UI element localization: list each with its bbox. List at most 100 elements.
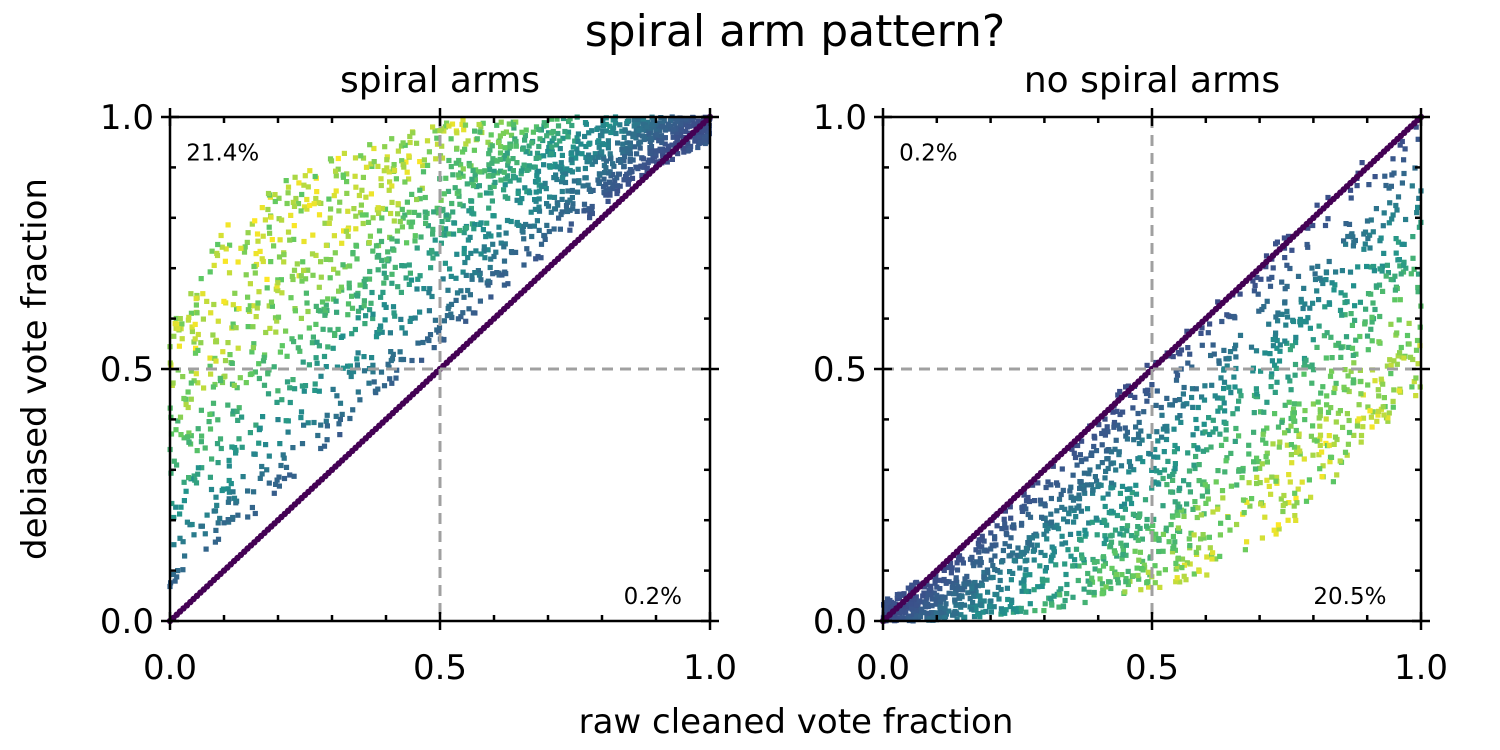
scatter-point [1411, 379, 1417, 385]
scatter-point [1274, 345, 1280, 351]
scatter-point [1198, 536, 1204, 542]
scatter-point [314, 339, 320, 345]
scatter-point [1207, 545, 1213, 551]
scatter-point [366, 380, 372, 386]
scatter-point [633, 135, 639, 141]
scatter-point [388, 357, 394, 364]
scatter-point [252, 451, 258, 457]
scatter-point [548, 151, 554, 157]
scatter-point [1219, 318, 1225, 325]
scatter-point [290, 199, 296, 205]
scatter-point [1394, 207, 1400, 213]
scatter-point [344, 179, 350, 185]
scatter-point [638, 163, 644, 169]
scatter-point [508, 218, 514, 225]
scatter-point [1377, 238, 1383, 244]
scatter-point [603, 165, 609, 171]
scatter-point [198, 407, 204, 413]
scatter-point [477, 169, 483, 175]
scatter-point [341, 228, 347, 234]
scatter-point [1288, 387, 1294, 393]
scatter-point [433, 156, 439, 162]
scatter-point [1292, 513, 1298, 519]
scatter-point [535, 168, 542, 174]
scatter-point [1254, 474, 1260, 480]
scatter-point [1308, 494, 1314, 500]
scatter-point [448, 311, 454, 317]
scatter-point [1403, 216, 1409, 223]
scatter-point [510, 122, 517, 128]
scatter-point [1268, 491, 1274, 497]
scatter-point [547, 164, 553, 170]
scatter-point [1398, 271, 1404, 277]
scatter-point [1222, 469, 1228, 475]
scatter-point [1270, 343, 1276, 349]
scatter-point [477, 129, 483, 135]
scatter-point [602, 170, 608, 176]
scatter-point [981, 598, 987, 604]
scatter-point [345, 301, 352, 307]
scatter-point [208, 310, 214, 316]
scatter-point [1017, 565, 1023, 571]
scatter-point [958, 604, 964, 610]
scatter-point [1173, 566, 1179, 572]
scatter-point [323, 364, 329, 370]
scatter-point [969, 586, 975, 592]
scatter-point [506, 121, 512, 127]
scatter-point [536, 143, 542, 150]
scatter-point [482, 168, 488, 174]
scatter-point [988, 557, 994, 563]
scatter-point [601, 176, 607, 182]
scatter-point [623, 174, 629, 180]
scatter-point [1029, 542, 1035, 548]
scatter-point [1240, 468, 1246, 474]
scatter-point [185, 404, 191, 411]
scatter-point [191, 532, 197, 538]
scatter-point [461, 127, 467, 133]
scatter-point [557, 226, 563, 232]
scatter-point [411, 209, 418, 215]
scatter-point [1386, 185, 1392, 191]
scatter-point [461, 250, 467, 257]
scatter-point [207, 426, 214, 432]
scatter-point [1119, 526, 1125, 532]
scatter-point [265, 371, 271, 377]
scatter-point [275, 388, 281, 394]
scatter-point [469, 273, 475, 279]
scatter-point [1253, 348, 1260, 354]
scatter-point [1059, 541, 1065, 547]
scatter-point [281, 259, 287, 265]
scatter-point [1201, 535, 1207, 541]
scatter-point [188, 396, 194, 402]
scatter-point [586, 141, 592, 147]
scatter-point [925, 591, 931, 597]
scatter-point [1319, 449, 1325, 455]
scatter-point [391, 247, 397, 253]
scatter-point [1378, 376, 1384, 382]
scatter-point [173, 504, 179, 510]
scatter-point [1112, 550, 1118, 556]
scatter-point [1129, 490, 1135, 496]
scatter-point [925, 610, 931, 616]
scatter-point [291, 267, 298, 273]
scatter-point [1151, 479, 1157, 485]
scatter-point [353, 184, 359, 190]
scatter-point [972, 604, 978, 610]
scatter-point [1344, 299, 1350, 305]
scatter-point [648, 135, 654, 141]
scatter-point [287, 237, 293, 243]
scatter-point [316, 343, 322, 349]
scatter-point [532, 164, 538, 170]
scatter-point [222, 258, 228, 264]
scatter-point [1353, 337, 1359, 343]
scatter-point [341, 150, 347, 156]
scatter-point [402, 179, 408, 185]
scatter-point [1048, 599, 1055, 605]
scatter-point [1201, 397, 1208, 403]
scatter-point [1059, 533, 1065, 539]
x-tick-label: 1.0 [683, 648, 737, 688]
scatter-point [1268, 374, 1274, 380]
scatter-point [516, 177, 522, 183]
scatter-point [1054, 522, 1060, 528]
scatter-point [386, 169, 392, 175]
